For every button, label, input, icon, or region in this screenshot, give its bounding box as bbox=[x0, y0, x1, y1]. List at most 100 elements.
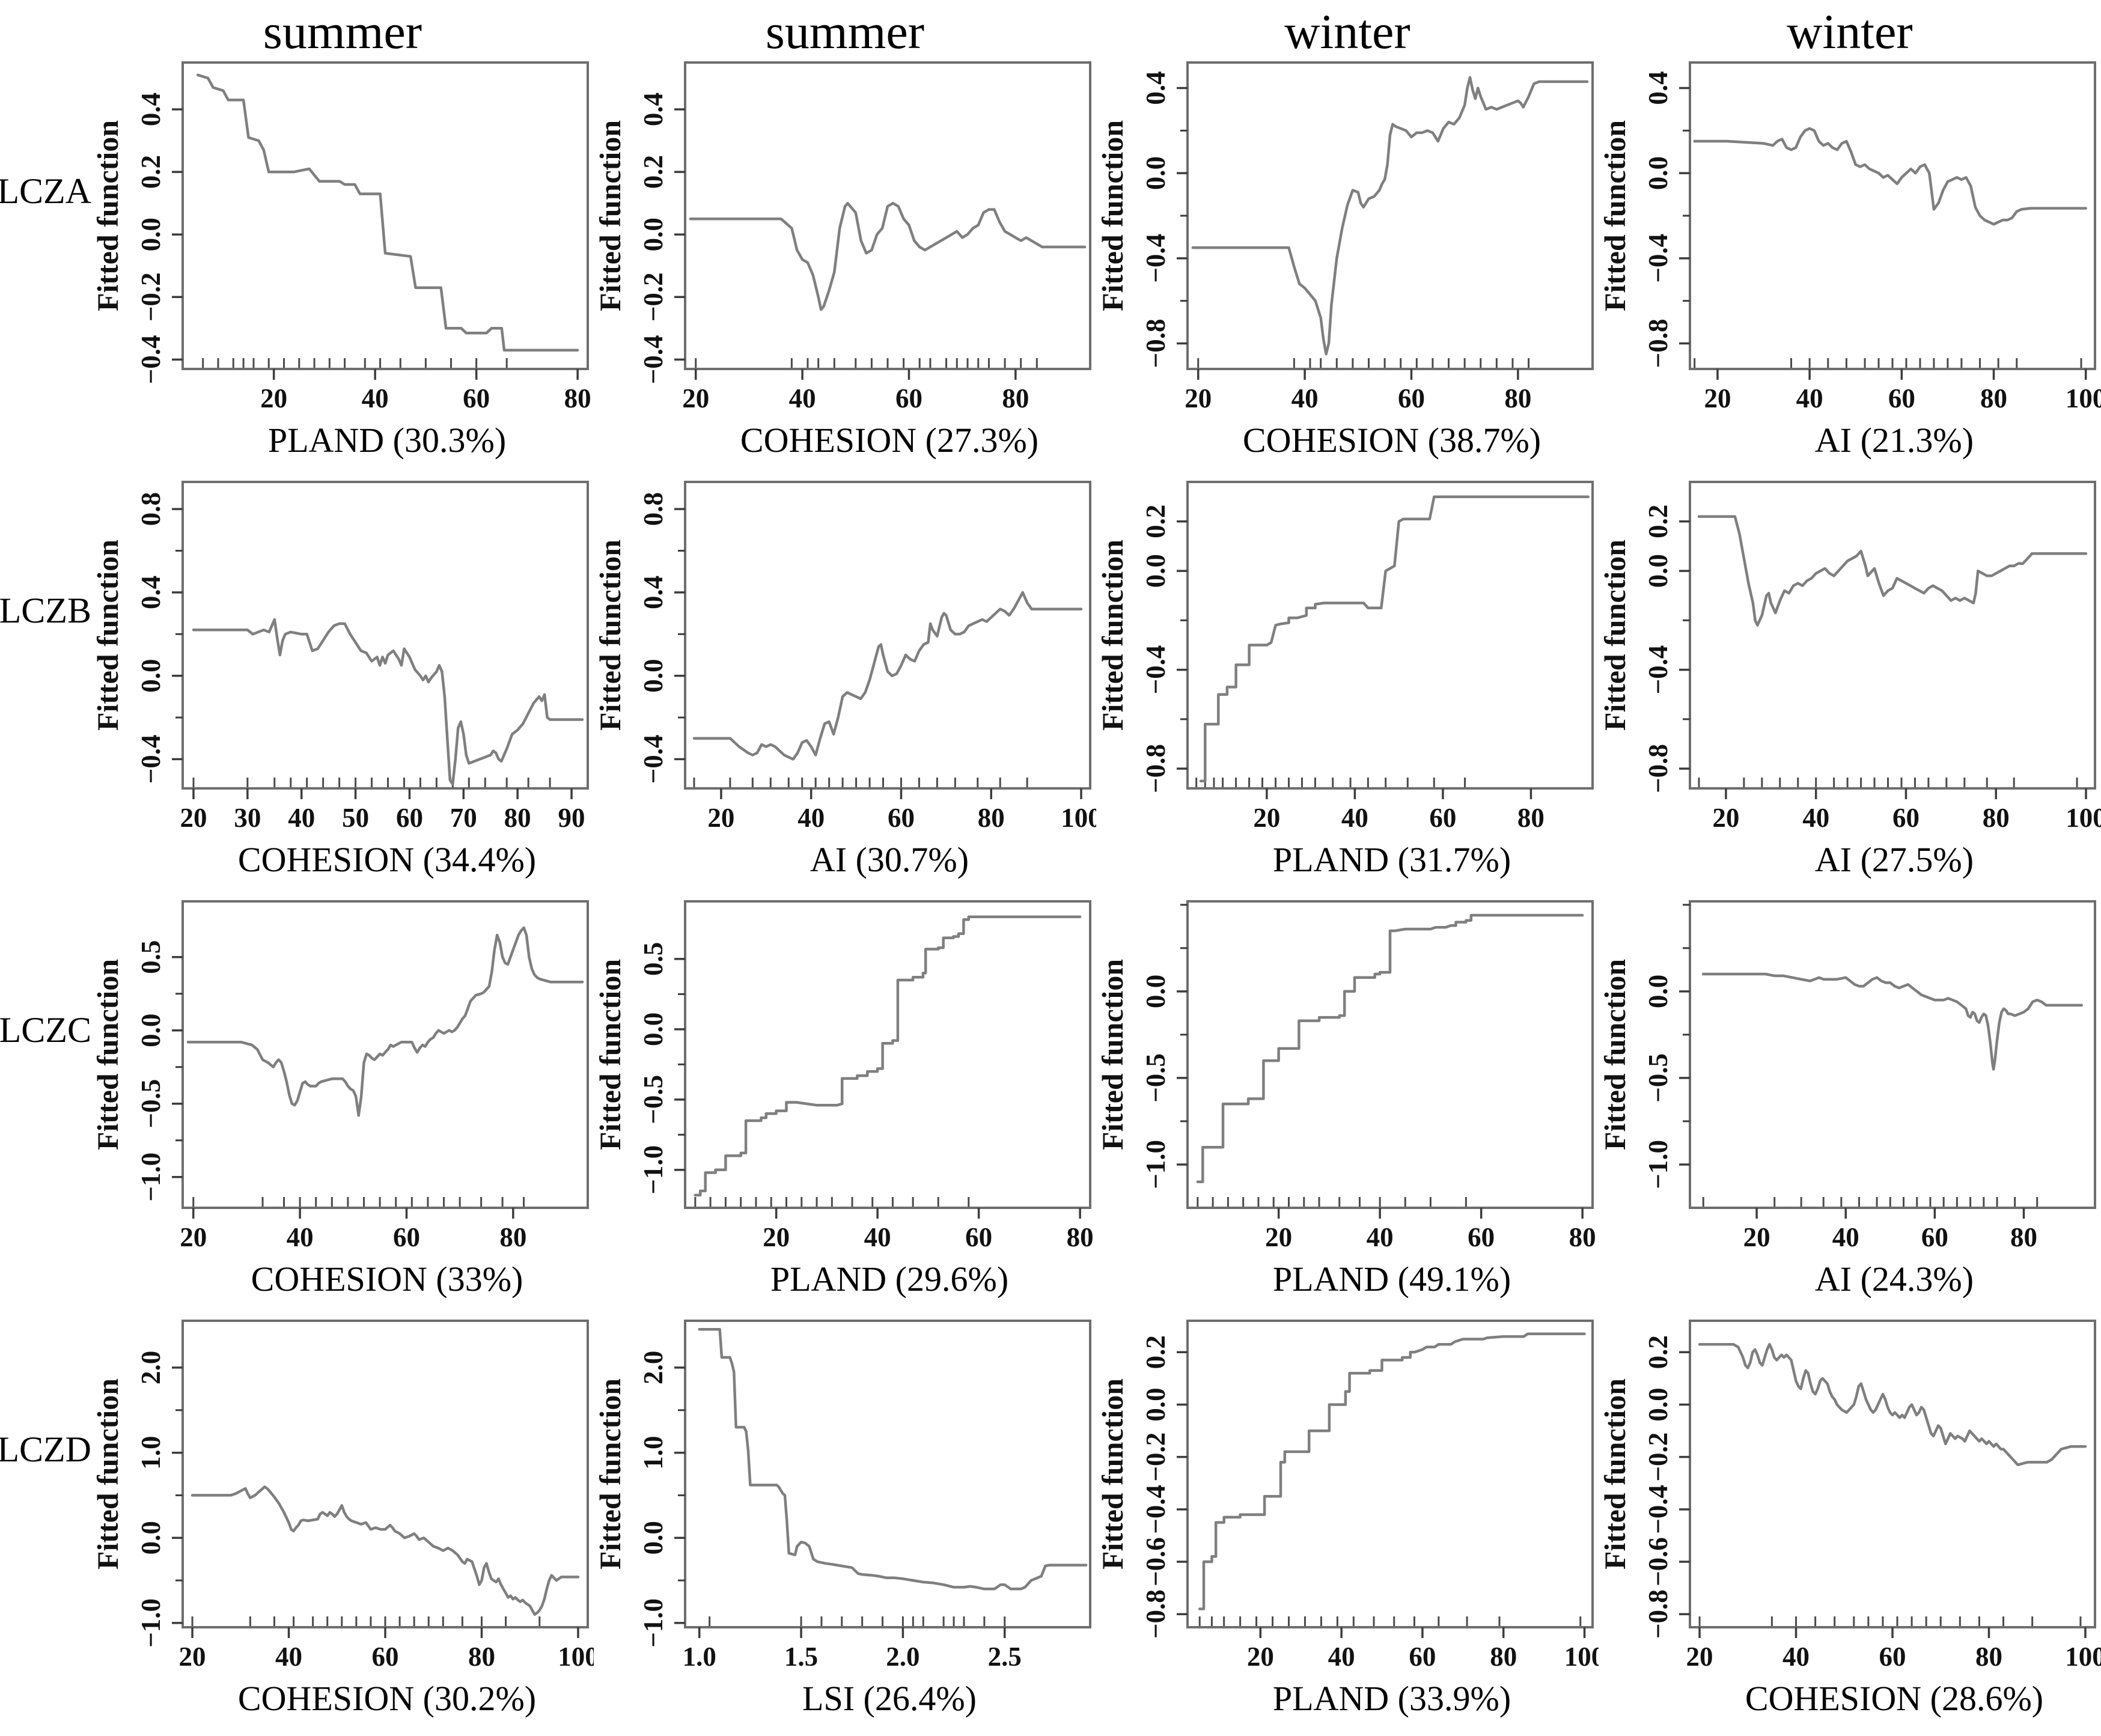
svg-text:80: 80 bbox=[1067, 1222, 1094, 1252]
svg-text:2.5: 2.5 bbox=[988, 1642, 1022, 1672]
svg-text:20: 20 bbox=[1704, 383, 1731, 413]
svg-text:−0.4: −0.4 bbox=[1141, 645, 1171, 695]
svg-text:0.4: 0.4 bbox=[638, 93, 668, 126]
svg-text:−0.4: −0.4 bbox=[1643, 234, 1673, 283]
svg-text:80: 80 bbox=[1002, 383, 1029, 413]
svg-text:100: 100 bbox=[558, 1642, 594, 1672]
subplot-lczc-winter-pland: 20 40 60 80 0.0 −0.5 −1.0 Fitted function PLAND… bbox=[1096, 897, 1599, 1316]
svg-text:0.0: 0.0 bbox=[1643, 975, 1673, 1008]
chart-canvas-lczb-winter-pland: 20 40 60 80 0.2 0.0 −0.4 −0.8 Fitted function bbox=[1096, 481, 1594, 833]
svg-text:20: 20 bbox=[179, 1642, 206, 1672]
svg-text:−0.5: −0.5 bbox=[1141, 1053, 1171, 1103]
svg-text:0.0: 0.0 bbox=[638, 218, 668, 251]
svg-text:−0.8: −0.8 bbox=[1141, 319, 1171, 368]
svg-text:Fitted function: Fitted function bbox=[594, 1378, 627, 1570]
subplot-lczb-winter-ai: 20 40 60 80 100 0.2 0.0 −0.4 −0.8 Fitted function… bbox=[1599, 477, 2101, 897]
x-axis-label: COHESION (38.7%) bbox=[1242, 421, 1541, 460]
svg-text:0.0: 0.0 bbox=[1141, 156, 1171, 190]
svg-text:20: 20 bbox=[707, 803, 734, 833]
svg-text:60: 60 bbox=[463, 383, 490, 413]
svg-text:0.8: 0.8 bbox=[136, 492, 166, 526]
svg-text:40: 40 bbox=[362, 383, 389, 413]
svg-text:0.4: 0.4 bbox=[1643, 71, 1673, 105]
x-axis-label: PLAND (33.9%) bbox=[1272, 1679, 1511, 1718]
svg-text:40: 40 bbox=[1367, 1222, 1394, 1252]
svg-text:40: 40 bbox=[864, 1222, 891, 1252]
column-header-3: winter bbox=[1284, 4, 1410, 59]
chart-canvas-lcza-winter-cohesion: 20 40 60 80 0.4 0.0 −0.4 −0.8 Fitted function bbox=[1096, 61, 1594, 413]
svg-text:Fitted function: Fitted function bbox=[91, 1378, 124, 1570]
svg-text:50: 50 bbox=[342, 803, 369, 833]
x-axis-label: AI (30.7%) bbox=[810, 840, 969, 879]
chart-canvas-lczc-winter-ai: 20 40 60 80 0.0 −0.5 −1.0 Fitted function bbox=[1599, 900, 2096, 1252]
svg-text:1.0: 1.0 bbox=[136, 1436, 166, 1469]
svg-text:Fitted function: Fitted function bbox=[1599, 540, 1632, 731]
svg-text:80: 80 bbox=[1980, 383, 2007, 413]
svg-text:−0.8: −0.8 bbox=[1141, 1589, 1171, 1639]
chart-canvas-lczb-summer-cohesion: 20 30 40 50 60 70 80 90 0.8 0.4 0.0 −0.4 Fitted func… bbox=[91, 481, 589, 833]
subplot-lczd-winter-pland: 20 40 60 80 100 0.2 0.0 −0.2 −0.4 −0.6 −0.8 Fitted … bbox=[1096, 1316, 1599, 1735]
svg-text:0.0: 0.0 bbox=[1141, 554, 1171, 588]
svg-text:60: 60 bbox=[1398, 383, 1425, 413]
subplot-lczc-winter-ai: 20 40 60 80 0.0 −0.5 −1.0 Fitted function AI (2… bbox=[1599, 897, 2101, 1316]
svg-text:100: 100 bbox=[2066, 803, 2101, 833]
svg-text:−0.8: −0.8 bbox=[1141, 744, 1171, 793]
svg-text:20: 20 bbox=[1743, 1222, 1770, 1252]
column-header-1: summer bbox=[263, 4, 422, 59]
svg-text:Fitted function: Fitted function bbox=[594, 120, 627, 311]
svg-text:100: 100 bbox=[2065, 1642, 2101, 1672]
x-axis-label: AI (21.3%) bbox=[1814, 421, 1974, 460]
x-axis-label: AI (24.3%) bbox=[1814, 1259, 1974, 1299]
svg-text:40: 40 bbox=[1782, 1642, 1810, 1672]
subplot-lczd-winter-cohesion: 20 40 60 80 100 0.2 0.0 −0.2 −0.4 −0.6 −0.8 Fitted … bbox=[1599, 1316, 2101, 1735]
svg-text:0.4: 0.4 bbox=[638, 576, 668, 609]
svg-text:Fitted function: Fitted function bbox=[1096, 959, 1129, 1150]
svg-text:−0.5: −0.5 bbox=[638, 1075, 668, 1124]
svg-text:20: 20 bbox=[260, 383, 287, 413]
row-label-lczd: LCZD bbox=[0, 1430, 91, 1469]
svg-text:−0.4: −0.4 bbox=[1141, 234, 1171, 283]
chart-canvas-lczd-summer-lsi: 1.0 1.5 2.0 2.5 2.0 1.0 0.0 −1.0 Fitted function bbox=[594, 1320, 1091, 1672]
chart-canvas-lczc-winter-pland: 20 40 60 80 0.0 −0.5 −1.0 Fitted function bbox=[1096, 900, 1596, 1252]
svg-text:80: 80 bbox=[1983, 803, 2010, 833]
svg-text:60: 60 bbox=[1409, 1642, 1436, 1672]
svg-text:−1.0: −1.0 bbox=[638, 1598, 668, 1648]
svg-text:40: 40 bbox=[1328, 1642, 1355, 1672]
svg-text:0.0: 0.0 bbox=[638, 659, 668, 693]
chart-canvas-lczd-winter-cohesion: 20 40 60 80 100 0.2 0.0 −0.2−0.4−0.6−0.8 Fitted … bbox=[1599, 1320, 2101, 1672]
svg-text:−0.6: −0.6 bbox=[1141, 1537, 1171, 1586]
svg-text:0.2: 0.2 bbox=[1141, 1335, 1171, 1369]
svg-text:−0.4: −0.4 bbox=[638, 734, 668, 784]
svg-text:Fitted function: Fitted function bbox=[1096, 120, 1129, 311]
svg-text:Fitted function: Fitted function bbox=[1096, 540, 1129, 731]
svg-text:Fitted function: Fitted function bbox=[1096, 1378, 1129, 1570]
x-axis-label: PLAND (49.1%) bbox=[1272, 1259, 1511, 1299]
x-axis-label: PLAND (31.7%) bbox=[1272, 840, 1511, 879]
svg-text:−0.4: −0.4 bbox=[1643, 1485, 1673, 1534]
svg-text:0.0: 0.0 bbox=[136, 1014, 166, 1047]
svg-text:20: 20 bbox=[1712, 803, 1739, 833]
chart-canvas-lczb-summer-ai: 20 40 60 80 100 0.8 0.4 0.0 −0.4 Fitted function bbox=[594, 481, 1096, 833]
svg-text:0.2: 0.2 bbox=[638, 155, 668, 189]
chart-canvas-lcza-winter-ai: 20 40 60 80 100 0.4 0.0 −0.4 −0.8 Fitted function bbox=[1599, 61, 2101, 413]
svg-text:Fitted function: Fitted function bbox=[594, 540, 627, 731]
chart-canvas-lczb-winter-ai: 20 40 60 80 100 0.2 0.0 −0.4 −0.8 Fitted function bbox=[1599, 481, 2101, 833]
svg-text:0.0: 0.0 bbox=[1643, 1387, 1673, 1421]
svg-text:2.0: 2.0 bbox=[136, 1351, 166, 1384]
svg-text:60: 60 bbox=[393, 1222, 420, 1252]
svg-text:60: 60 bbox=[1429, 803, 1456, 833]
svg-text:0.2: 0.2 bbox=[1643, 505, 1673, 538]
svg-text:80: 80 bbox=[504, 803, 531, 833]
svg-text:0.0: 0.0 bbox=[136, 218, 166, 251]
svg-text:60: 60 bbox=[965, 1222, 992, 1252]
svg-text:0.4: 0.4 bbox=[136, 93, 166, 126]
svg-text:30: 30 bbox=[234, 803, 261, 833]
svg-text:40: 40 bbox=[287, 1222, 314, 1252]
x-axis-label: PLAND (29.6%) bbox=[770, 1259, 1009, 1299]
svg-text:40: 40 bbox=[1291, 383, 1319, 413]
svg-text:40: 40 bbox=[789, 383, 816, 413]
chart-canvas-lcza-summer-pland: 20 40 60 80 0.4 0.2 0.0 −0.2 −0.4 Fitted function bbox=[91, 61, 591, 413]
svg-text:60: 60 bbox=[372, 1642, 399, 1672]
svg-text:−1.0: −1.0 bbox=[1141, 1140, 1171, 1189]
svg-text:20: 20 bbox=[1253, 803, 1280, 833]
